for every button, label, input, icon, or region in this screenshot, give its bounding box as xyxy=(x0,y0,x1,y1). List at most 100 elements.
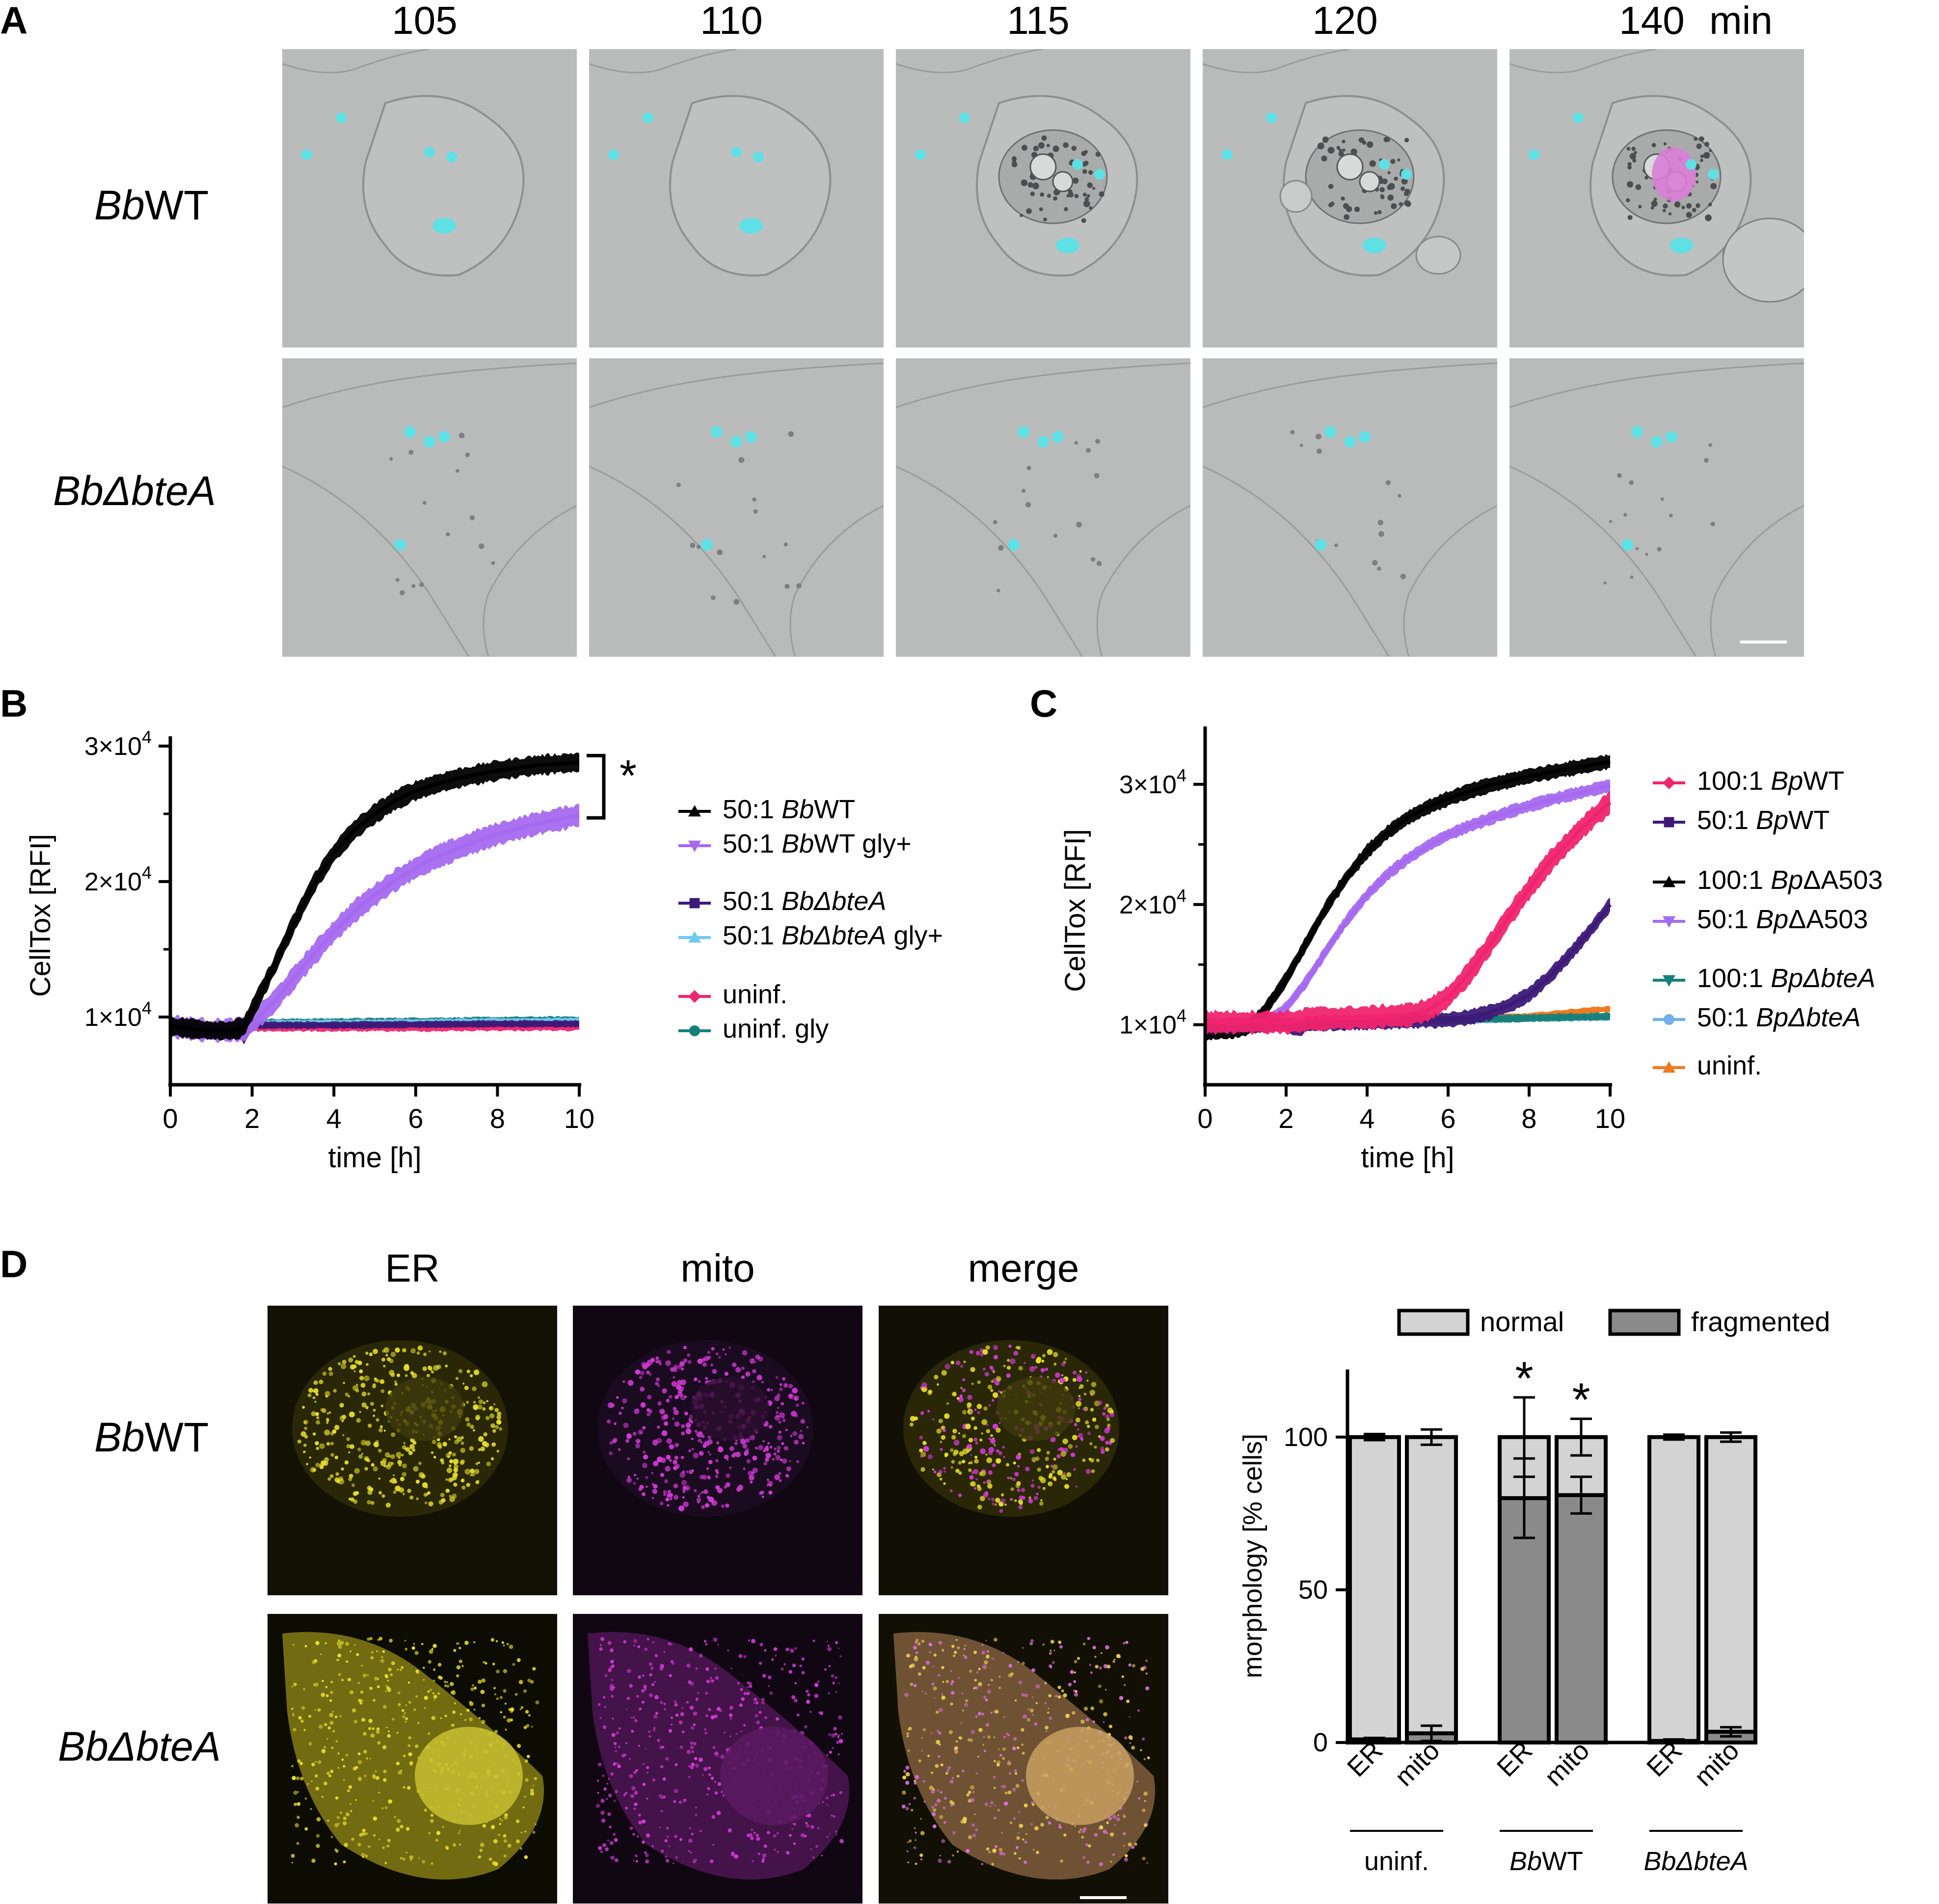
time-label-115: 115 xyxy=(1007,0,1070,42)
panel-c-chart: 0 2 4 6 8 10 1×104 2×104 3×104 time [h] CellTox [R… xyxy=(1031,697,1669,1220)
panel-d-errorbar-1-normal xyxy=(1364,1433,1385,1442)
panel-c-legend-strain-3: Bp xyxy=(1763,865,1804,895)
panel-d-errorbar-4-normal xyxy=(1570,1417,1592,1457)
panel-c-legend-swatch-5 xyxy=(1653,975,1685,987)
panel-c-legend-strain-4: Bp xyxy=(1749,905,1789,934)
panel-d-y-axis-label: morphology [% cells] xyxy=(1238,1434,1267,1678)
panel-c-legend-item-4: 50:1 BpΔA503 xyxy=(1652,904,1868,935)
panel-b-legend-item-2: 50:1 BbWT gly+ xyxy=(677,829,912,859)
panel-c-legend-item-5: 100:1 BpΔbteA xyxy=(1652,963,1876,993)
micrograph-row1-col2 xyxy=(589,49,884,348)
panel-c-series-4 xyxy=(1205,779,1611,1039)
panel-d-group-label-3: BbΔbteA xyxy=(1643,1847,1748,1876)
panel-d-bar-chart: normal fragmented ER mito * ER * mito ER mito 0 50 1… xyxy=(1208,1296,1914,1902)
panel-c-legend-suffix-3: ΔA503 xyxy=(1803,865,1883,895)
panel-c-legend-swatch-1 xyxy=(1653,776,1685,789)
panel-b-legend-suffix-2: WT gly+ xyxy=(814,829,912,858)
panel-b-legend-swatch-6 xyxy=(678,1025,711,1036)
panel-c-legend-strain-2: Bp xyxy=(1749,805,1789,835)
panel-b-legend-marker-2 xyxy=(688,840,701,852)
panel-b-xtick-label-0: 0 xyxy=(162,1103,178,1134)
panel-c-ytick-label-2: 3×104 xyxy=(1119,765,1186,799)
panel-c-line-1 xyxy=(1205,801,1612,1024)
panel-c-line-4 xyxy=(1205,783,1611,1034)
micrograph-row2-col2 xyxy=(589,358,884,657)
panel-d-group-label-1: uninf. xyxy=(1364,1847,1429,1876)
panel-b-legend-ratio-1: 50:1 xyxy=(723,795,775,824)
panel-d-bar-3: * xyxy=(1498,1352,1551,1744)
panel-d-bar-6 xyxy=(1704,1431,1757,1745)
panel-c-legend-marker-7 xyxy=(1663,1061,1675,1073)
panel-d-bar-normal-6 xyxy=(1704,1435,1757,1734)
micrograph-row1-col4 xyxy=(1203,49,1497,348)
panel-b-ytick-label-2: 3×104 xyxy=(84,727,152,761)
panel-c-legend-swatch-7 xyxy=(1653,1061,1685,1073)
panel-b-legend-ratio-4: 50:1 xyxy=(723,921,775,950)
panel-b-chart-svg: 0 2 4 6 8 10 1×104 2×104 3×104 time [h] CellTox [R… xyxy=(25,727,606,1174)
panel-c-legend-marker-5 xyxy=(1663,975,1675,987)
panel-c-legend-suffix-7: uninf. xyxy=(1697,1051,1762,1080)
panel-a-row-label-wt: BbWT xyxy=(94,182,209,228)
panel-d-bar-normal-1 xyxy=(1348,1435,1401,1742)
panel-c-legend-ratio-6: 50:1 xyxy=(1697,1003,1749,1032)
panel-b-legend-marker-5 xyxy=(688,990,701,1003)
fluorescence-row1-mito xyxy=(573,1306,862,1595)
panel-b-legend-swatch-3 xyxy=(678,898,711,909)
fluorescence-row2-mito xyxy=(573,1614,862,1904)
panel-c-y-axis-label: CellTox [RFI] xyxy=(1059,829,1091,992)
micrograph-row2-col5 xyxy=(1509,358,1804,657)
panel-b-legend-marker-4 xyxy=(688,931,701,943)
panel-c-legend-swatch-2 xyxy=(1653,817,1685,828)
panel-b-legend-strain-3: BbΔbteA xyxy=(774,886,887,916)
panel-b-x-axis-label: time [h] xyxy=(328,1142,421,1174)
panel-c-legend-ratio-4: 50:1 xyxy=(1697,905,1749,934)
panel-b-legend-strain-2: Bb xyxy=(774,829,814,858)
panel-c-chart-svg: 0 2 4 6 8 10 1×104 2×104 3×104 time [h] CellTox [R… xyxy=(1059,726,1625,1174)
panel-d-significance-4: * xyxy=(1572,1373,1590,1426)
panel-b-y-axis-label: CellTox [RFI] xyxy=(25,834,56,997)
panel-c-band-1 xyxy=(1205,791,1610,1035)
panel-d-significance-3: * xyxy=(1515,1352,1533,1405)
panel-c-legend-swatch-6 xyxy=(1653,1014,1685,1025)
panel-c-series-1 xyxy=(1205,791,1612,1035)
panel-d-ytick-label-0: 0 xyxy=(1313,1728,1328,1757)
panel-b-legend-item-5: uninf. xyxy=(677,979,787,1010)
panel-b-legend-suffix-4: gly+ xyxy=(886,921,943,950)
panel-c-legend-ratio-5: 100:1 xyxy=(1697,964,1764,993)
panel-b-ytick-label-0: 1×104 xyxy=(84,998,152,1032)
panel-c-legend-suffix-4: ΔA503 xyxy=(1788,905,1868,934)
fluorescence-row2-ER xyxy=(268,1614,557,1904)
panel-d-letter: D xyxy=(0,1242,28,1286)
panel-b-ytick-label-1: 2×104 xyxy=(84,862,152,896)
panel-b-legend-suffix-5: uninf. xyxy=(723,980,788,1009)
channel-label-merge: merge xyxy=(968,1246,1079,1290)
fluorescence-row1-ER xyxy=(268,1306,557,1595)
panel-b-legend-ratio-2: 50:1 xyxy=(723,829,775,858)
panel-c-legend-ratio-2: 50:1 xyxy=(1697,805,1749,835)
panel-d-errorbar-6-normal xyxy=(1720,1431,1742,1443)
panel-c-xtick-label-2: 2 xyxy=(1278,1103,1293,1134)
panel-b-legend-item-1: 50:1 BbWT xyxy=(677,794,855,825)
micrograph-row1-col5 xyxy=(1509,49,1804,348)
panel-c-legend-item-7: uninf. xyxy=(1652,1050,1762,1081)
panel-d-legend-swatch-fragmented xyxy=(1608,1309,1681,1336)
panel-b-chart: 0 2 4 6 8 10 1×104 2×104 3×104 time [h] CellTox [R… xyxy=(0,697,668,1220)
panel-c-legend-marker-6 xyxy=(1663,1014,1675,1025)
panel-d-errorbar-4-fragmented xyxy=(1570,1475,1592,1515)
panel-b-significance: * xyxy=(619,751,637,801)
panel-c-legend-marker-4 xyxy=(1663,916,1675,928)
panel-d-group-label-2: BbWT xyxy=(1509,1847,1583,1876)
panel-d-bar-2 xyxy=(1405,1428,1458,1744)
micrograph-row2-col1 xyxy=(282,358,577,657)
panel-d-errorbar-6-fragmented xyxy=(1720,1726,1742,1738)
fluorescence-row1-merge xyxy=(879,1306,1168,1595)
panel-c-ytick-label-1: 2×104 xyxy=(1119,885,1186,919)
panel-c-letter: C xyxy=(1030,682,1058,725)
panel-c-legend-item-3: 100:1 BpΔA503 xyxy=(1652,865,1883,895)
panel-c-legend-swatch-4 xyxy=(1653,916,1685,928)
panel-a-time-unit: min xyxy=(1709,0,1773,42)
panel-c-legend-item-6: 50:1 BpΔbteA xyxy=(1652,1002,1860,1033)
panel-b-line-1 xyxy=(170,760,580,1033)
time-label-120: 120 xyxy=(1312,0,1378,42)
panel-d-group-1: uninf. xyxy=(1350,1830,1443,1876)
